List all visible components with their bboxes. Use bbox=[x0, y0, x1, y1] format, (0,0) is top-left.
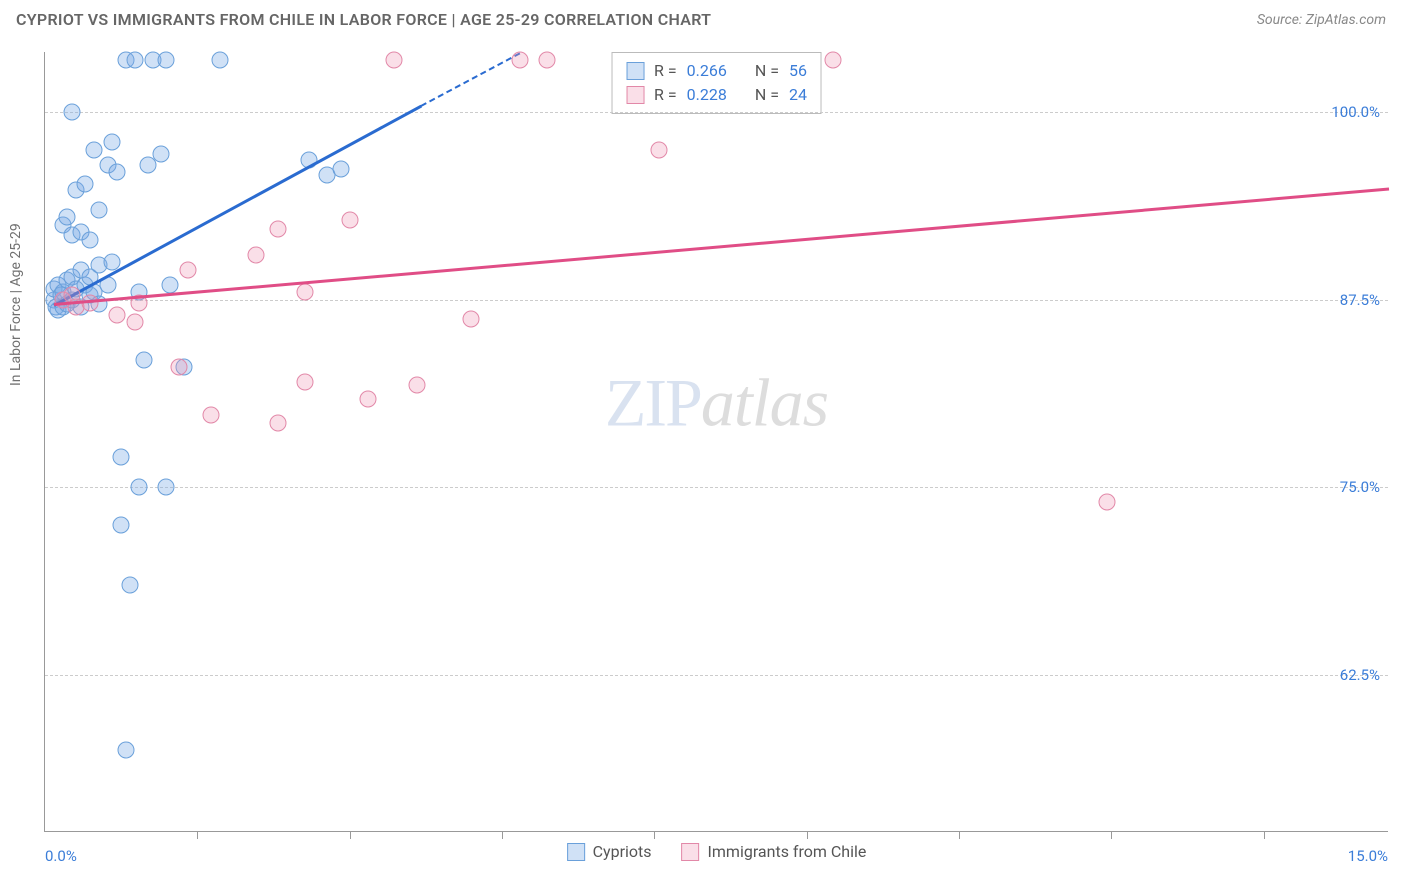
data-point bbox=[211, 51, 228, 68]
data-point bbox=[113, 516, 130, 533]
legend-swatch bbox=[626, 86, 644, 104]
data-point bbox=[126, 314, 143, 331]
data-point bbox=[538, 51, 555, 68]
chart-source: Source: ZipAtlas.com bbox=[1257, 12, 1386, 28]
x-tick bbox=[197, 831, 198, 839]
data-point bbox=[202, 407, 219, 424]
data-point bbox=[90, 201, 107, 218]
x-axis-max-label: 15.0% bbox=[1348, 847, 1388, 865]
data-point bbox=[86, 141, 103, 158]
legend-label: Immigrants from Chile bbox=[708, 842, 867, 861]
data-point bbox=[135, 351, 152, 368]
legend-item: Cypriots bbox=[567, 842, 652, 861]
data-point bbox=[77, 176, 94, 193]
legend-item: Immigrants from Chile bbox=[682, 842, 867, 861]
data-point bbox=[247, 246, 264, 263]
legend-swatch bbox=[626, 62, 644, 80]
data-point bbox=[171, 359, 188, 376]
stats-row: R = 0.266 N = 56 bbox=[626, 59, 807, 83]
x-axis-min-label: 0.0% bbox=[45, 847, 77, 865]
r-label: R = bbox=[654, 83, 677, 107]
data-point bbox=[359, 390, 376, 407]
data-point bbox=[408, 377, 425, 394]
stats-legend-box: R = 0.266 N = 56 R = 0.228 N = 24 bbox=[611, 52, 822, 114]
data-point bbox=[1098, 494, 1115, 511]
watermark: ZIPatlas bbox=[605, 363, 828, 442]
data-point bbox=[332, 161, 349, 178]
data-point bbox=[113, 449, 130, 466]
chart-title: CYPRIOT VS IMMIGRANTS FROM CHILE IN LABO… bbox=[16, 10, 711, 29]
n-value: 24 bbox=[789, 83, 807, 107]
data-point bbox=[59, 209, 76, 226]
x-tick bbox=[654, 831, 655, 839]
x-tick bbox=[807, 831, 808, 839]
data-point bbox=[180, 261, 197, 278]
y-tick-label: 75.0% bbox=[1340, 478, 1380, 496]
chart-header: CYPRIOT VS IMMIGRANTS FROM CHILE IN LABO… bbox=[0, 0, 1406, 37]
gridline bbox=[45, 487, 1388, 488]
data-point bbox=[117, 741, 134, 758]
data-point bbox=[153, 146, 170, 163]
x-tick bbox=[1111, 831, 1112, 839]
data-point bbox=[825, 51, 842, 68]
data-point bbox=[157, 51, 174, 68]
data-point bbox=[269, 221, 286, 238]
data-point bbox=[341, 212, 358, 229]
data-point bbox=[386, 51, 403, 68]
data-point bbox=[63, 104, 80, 121]
data-point bbox=[108, 164, 125, 181]
series-legend: Cypriots Immigrants from Chile bbox=[567, 842, 867, 861]
y-tick-label: 100.0% bbox=[1331, 103, 1380, 121]
n-label: N = bbox=[755, 59, 779, 83]
gridline bbox=[45, 300, 1388, 301]
data-point bbox=[462, 311, 479, 328]
y-tick-label: 62.5% bbox=[1340, 666, 1380, 684]
y-axis-label: In Labor Force | Age 25-29 bbox=[8, 223, 24, 386]
watermark-zip: ZIP bbox=[605, 364, 701, 440]
data-point bbox=[650, 141, 667, 158]
data-point bbox=[157, 479, 174, 496]
legend-swatch bbox=[567, 843, 585, 861]
data-point bbox=[122, 576, 139, 593]
x-tick bbox=[1264, 831, 1265, 839]
legend-swatch bbox=[682, 843, 700, 861]
data-point bbox=[131, 479, 148, 496]
n-value: 56 bbox=[789, 59, 807, 83]
data-point bbox=[81, 231, 98, 248]
r-value: 0.228 bbox=[687, 83, 727, 107]
data-point bbox=[511, 51, 528, 68]
data-point bbox=[126, 51, 143, 68]
watermark-atlas: atlas bbox=[701, 364, 828, 440]
data-point bbox=[108, 306, 125, 323]
stats-row: R = 0.228 N = 24 bbox=[626, 83, 807, 107]
x-tick bbox=[959, 831, 960, 839]
x-tick bbox=[502, 831, 503, 839]
data-point bbox=[296, 284, 313, 301]
legend-label: Cypriots bbox=[593, 842, 652, 861]
r-value: 0.266 bbox=[687, 59, 727, 83]
gridline bbox=[45, 675, 1388, 676]
y-tick-label: 87.5% bbox=[1340, 291, 1380, 309]
data-point bbox=[296, 374, 313, 391]
x-tick bbox=[350, 831, 351, 839]
gridline bbox=[45, 112, 1388, 113]
r-label: R = bbox=[654, 59, 677, 83]
data-point bbox=[162, 276, 179, 293]
n-label: N = bbox=[755, 83, 779, 107]
data-point bbox=[104, 134, 121, 151]
scatter-chart: ZIPatlas R =0.266N =56R =0.228N =24 Cypr… bbox=[44, 52, 1388, 832]
data-point bbox=[269, 414, 286, 431]
trend-line-extrapolated bbox=[421, 52, 520, 106]
